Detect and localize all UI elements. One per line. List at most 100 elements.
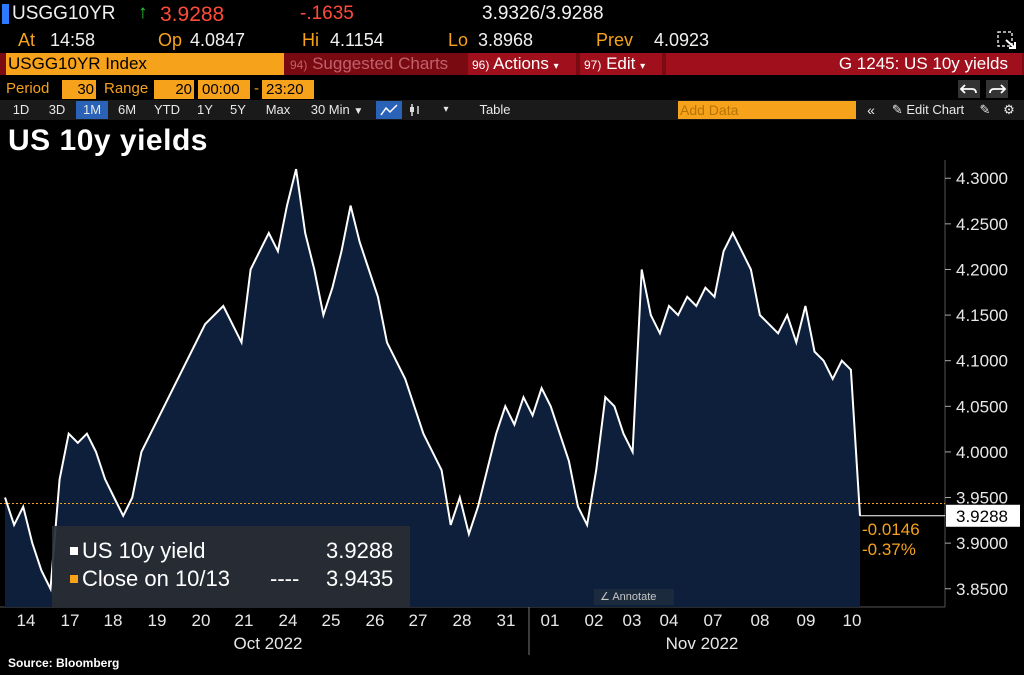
x-tick-label: 07 <box>704 611 723 630</box>
up-arrow-icon: ↑ <box>138 2 148 23</box>
x-tick-label: 14 <box>17 611 36 630</box>
low-label: Lo <box>448 30 469 50</box>
settings-gear-icon[interactable]: ⚙ <box>1003 102 1015 117</box>
y-tick-label: 4.3000 <box>956 169 1008 188</box>
x-tick-label: 09 <box>797 611 816 630</box>
menu-bar: USGG10YR Index 94) Suggested Charts 96) … <box>0 53 1024 75</box>
period-field[interactable]: 30 <box>62 80 96 99</box>
open-value: 4.0847 <box>190 30 246 50</box>
x-tick-label: 18 <box>104 611 123 630</box>
security-field[interactable]: USGG10YR Index <box>6 53 284 75</box>
bid-ask: 3.9326/3.9288 <box>482 3 604 24</box>
prev-value: 4.0923 <box>654 30 710 50</box>
ticker: USGG10YR <box>12 3 116 24</box>
x-tick-label: 27 <box>409 611 428 630</box>
last-value-label: 3.9288 <box>956 507 1008 526</box>
x-tick-label: 21 <box>235 611 254 630</box>
at-label: At <box>18 30 36 50</box>
add-data-input[interactable]: Add Data <box>678 101 856 119</box>
actions-num: 96) <box>472 58 490 72</box>
expand-icon[interactable] <box>996 30 1018 50</box>
change-pct-label: -0.37% <box>862 540 916 559</box>
legend-line-marker: ---- <box>270 566 300 591</box>
candlestick-icon[interactable] <box>404 101 426 119</box>
legend-swatch-yield <box>70 547 78 555</box>
y-tick-label: 3.9000 <box>956 534 1008 553</box>
x-tick-label: 01 <box>541 611 560 630</box>
time-from-field[interactable]: 00:00 <box>198 80 250 99</box>
range-button-3d[interactable]: 3D <box>48 102 66 117</box>
range-button-6m[interactable]: 6M <box>117 102 137 117</box>
actions-button[interactable]: 96) Actions ▾ <box>468 53 576 75</box>
legend-value-close: 3.9435 <box>326 566 394 591</box>
x-tick-label: 20 <box>192 611 211 630</box>
low-value: 3.8968 <box>478 30 534 50</box>
y-tick-label: 3.9500 <box>956 489 1008 508</box>
undo-icon[interactable] <box>958 80 980 98</box>
edit-tools-icon[interactable]: ✎ <box>979 102 991 117</box>
chart-legend: US 10y yield 3.9288 Close on 10/13 ---- … <box>52 526 410 608</box>
range-field[interactable]: 20 <box>154 80 194 99</box>
legend-value-yield: 3.9288 <box>326 538 394 563</box>
last-value-box <box>946 504 1020 527</box>
range-button-1m[interactable]: 1M <box>76 101 108 119</box>
annotate-label: Annotate <box>612 591 657 603</box>
x-month-label: Oct 2022 <box>234 634 303 653</box>
x-tick-label: 28 <box>453 611 472 630</box>
y-tick-label: 4.2000 <box>956 260 1008 279</box>
range-button-5y[interactable]: 5Y <box>230 102 246 117</box>
chart-id: G 1245: US 10y yields <box>666 53 1022 75</box>
range-button-max[interactable]: Max <box>265 102 291 117</box>
edit-button[interactable]: 97) Edit ▾ <box>580 53 662 75</box>
redo-icon[interactable] <box>986 80 1008 98</box>
period-label: Period <box>6 80 50 97</box>
x-month-label: Nov 2022 <box>666 634 739 653</box>
edit-chart-button[interactable]: ✎ Edit Chart <box>886 101 970 119</box>
x-tick-label: 04 <box>660 611 679 630</box>
chart-toolbar: 1D 3D 1M 6M YTD 1Y 5Y Max 30 Min ▼ ▾ Table Add … <box>0 100 1024 120</box>
caret-down-icon: ▾ <box>640 61 646 72</box>
y-tick-label: 4.0000 <box>956 443 1008 462</box>
edit-chart-label: Edit Chart <box>906 102 965 117</box>
prev-label: Prev <box>596 30 634 50</box>
suggested-charts-button[interactable]: 94) Suggested Charts <box>286 53 464 75</box>
suggested-label: Suggested Charts <box>312 54 449 73</box>
x-tick-label: 26 <box>366 611 385 630</box>
edit-num: 97) <box>584 58 602 72</box>
x-tick-label: 08 <box>751 611 770 630</box>
y-tick-label: 4.1000 <box>956 352 1008 371</box>
range-button-1d[interactable]: 1D <box>12 102 30 117</box>
collapse-icon[interactable]: « <box>867 102 875 118</box>
y-tick-label: 4.2500 <box>956 215 1008 234</box>
interval-dropdown[interactable]: 30 Min ▼ <box>304 101 370 119</box>
range-label: Range <box>104 80 149 97</box>
pencil-icon: ∠ <box>600 591 610 603</box>
chart-type-caret-icon[interactable]: ▾ <box>443 104 449 115</box>
edit-label: Edit <box>606 54 636 73</box>
actions-label: Actions <box>493 54 549 73</box>
annotate-button[interactable]: ∠ Annotate <box>594 589 674 605</box>
x-tick-label: 25 <box>322 611 341 630</box>
time-to-field[interactable]: 23:20 <box>262 80 314 99</box>
x-tick-label: 19 <box>148 611 167 630</box>
legend-name-yield: US 10y yield <box>82 538 206 563</box>
last-price: 3.9288 <box>160 3 225 26</box>
high-value: 4.1154 <box>330 30 384 50</box>
line-chart-icon[interactable] <box>376 101 402 119</box>
quote-stats: At 14:58 Op 4.0847 Hi 4.1154 Lo 3.8968 P… <box>0 28 1024 52</box>
chart-title: US 10y yields <box>8 124 208 157</box>
range-button-ytd[interactable]: YTD <box>154 102 180 117</box>
suggested-num: 94) <box>290 58 308 72</box>
table-button[interactable]: Table <box>479 102 511 117</box>
yield-series-line <box>4 168 861 593</box>
change-abs-label: -0.0146 <box>862 520 920 539</box>
x-tick-label: 10 <box>843 611 862 630</box>
pencil-icon: ✎ <box>891 102 903 117</box>
caret-down-icon: ▾ <box>553 61 559 72</box>
yield-area <box>5 169 860 607</box>
y-tick-label: 4.1500 <box>956 306 1008 325</box>
range-button-1y[interactable]: 1Y <box>197 102 213 117</box>
quote-header: USGG10YR ↑ 3.9288 -.1635 3.9326/3.9288 <box>0 0 1024 28</box>
time-dash: - <box>254 80 259 97</box>
x-tick-label: 31 <box>497 611 516 630</box>
